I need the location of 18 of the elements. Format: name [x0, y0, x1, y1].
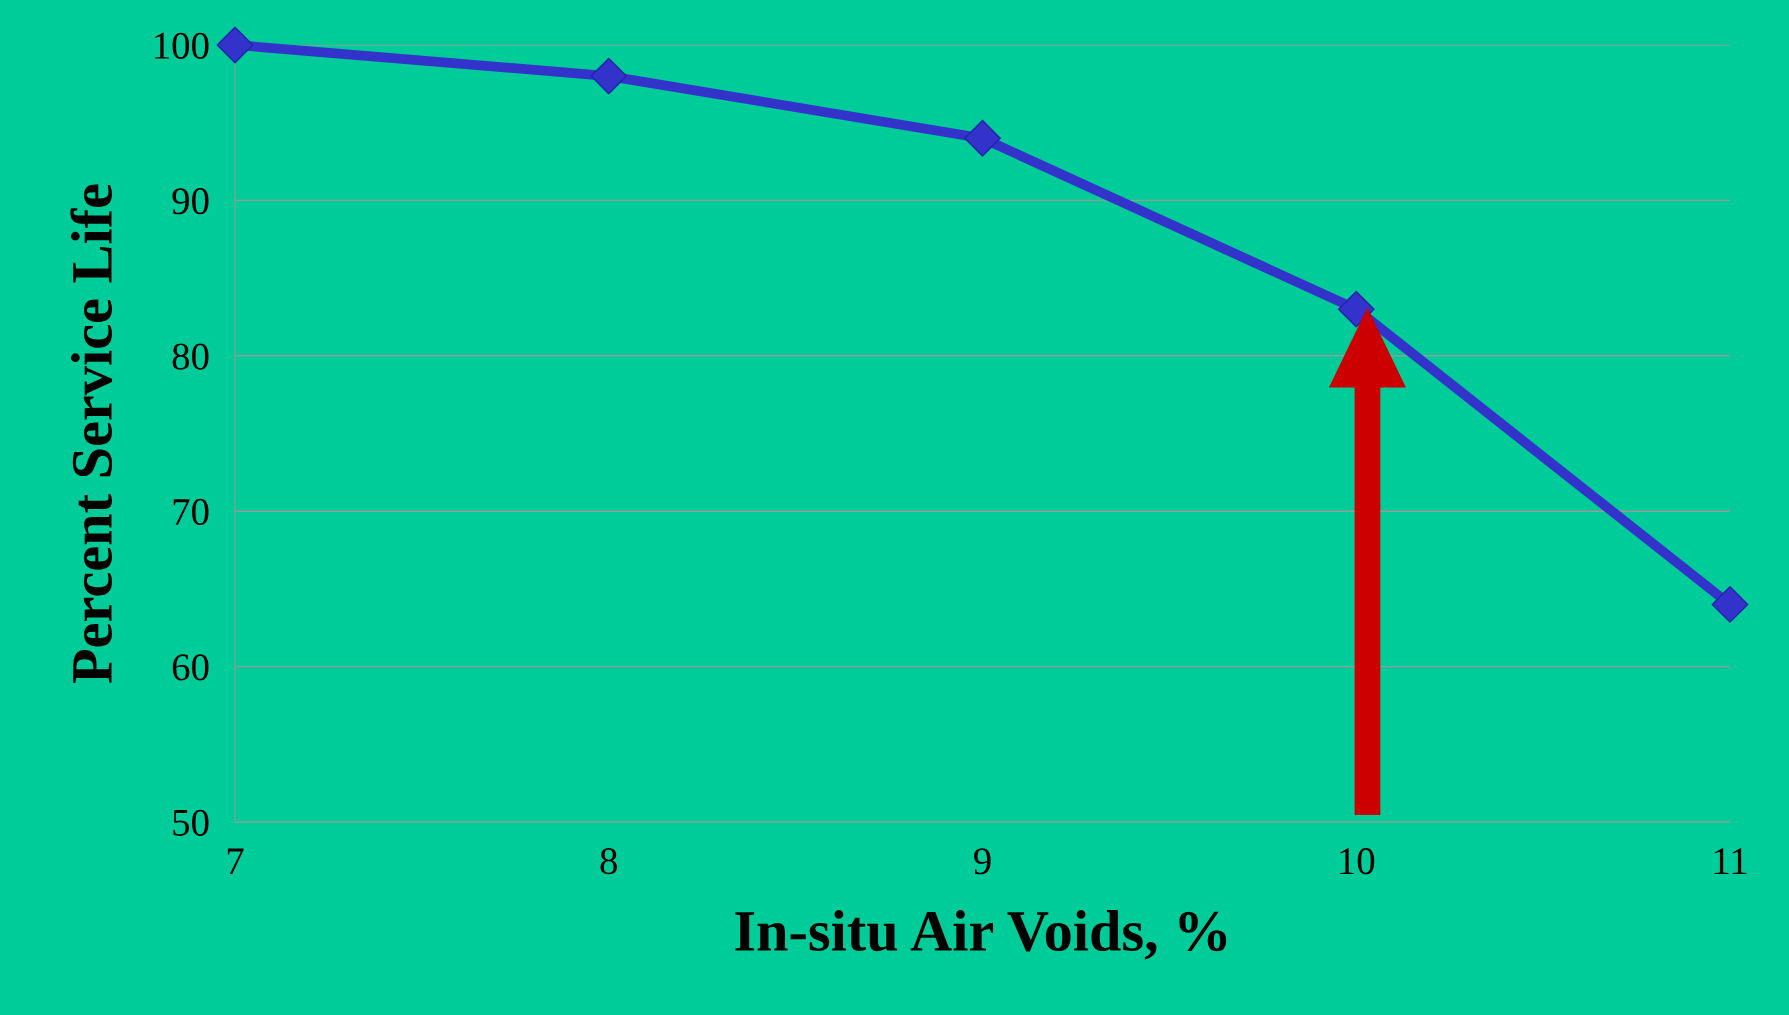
- point: [590, 57, 628, 95]
- x-tick-label: 8: [600, 848, 617, 875]
- y-tick-label: 50: [173, 809, 209, 836]
- x-axis-title: In-situ Air Voids, %: [735, 910, 1227, 960]
- y-tick-label: 70: [173, 498, 209, 526]
- y-tick-label: 90: [172, 188, 209, 215]
- y-tick-label: 100: [155, 32, 209, 59]
- x-tick-label: 9: [974, 848, 991, 875]
- y-tick-label: 60: [172, 654, 209, 681]
- point: [1337, 290, 1375, 328]
- point: [964, 119, 1001, 157]
- x-tick-label: 11: [1714, 848, 1747, 874]
- x-tick-label: 7: [227, 848, 244, 874]
- y-tick-label: 80: [172, 343, 209, 370]
- point: [1711, 586, 1749, 623]
- y-axis-title: Percent Service Life: [70, 184, 113, 684]
- point: [216, 26, 254, 64]
- x-tick-label: 10: [1340, 848, 1375, 875]
